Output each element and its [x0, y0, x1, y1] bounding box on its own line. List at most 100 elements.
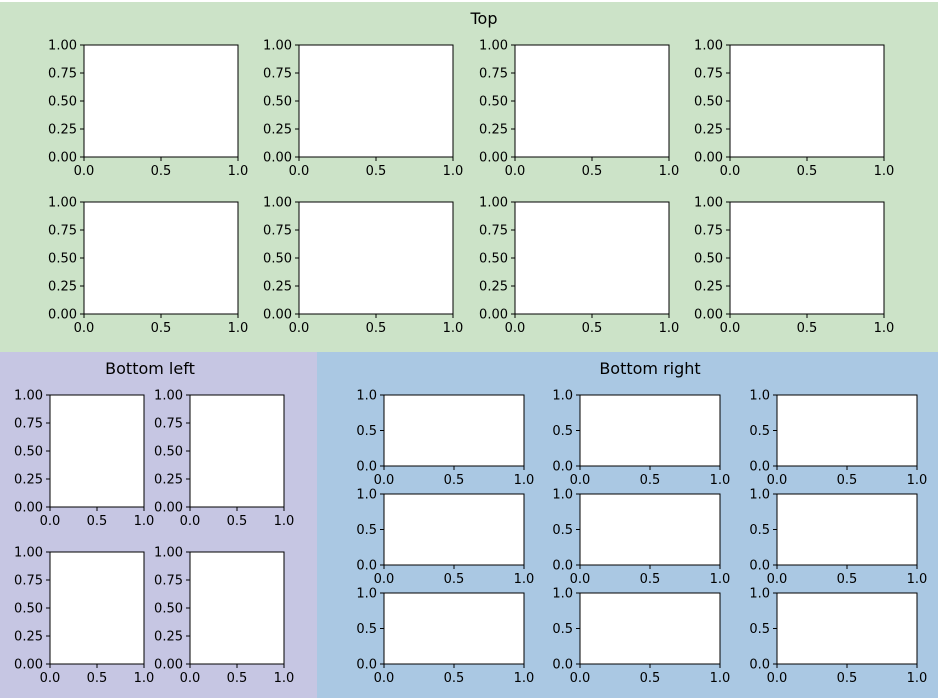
plot-area — [776, 493, 918, 566]
x-tick-label: 0.0 — [505, 164, 526, 179]
top-axes-r2-c1: 0.0 0.5 1.0 0.00 0.25 0.50 0.75 1.00 — [48, 196, 248, 337]
x-tick-label: 1.0 — [710, 572, 731, 587]
x-tick-label: 1.0 — [710, 473, 731, 488]
y-tick-label: 0.75 — [48, 67, 77, 82]
y-tick-label: 0.5 — [356, 622, 377, 637]
x-tick-label: 0.0 — [180, 671, 201, 686]
x-tick-label: 1.0 — [443, 321, 464, 336]
y-tick-label: 0.5 — [356, 424, 377, 439]
plot-area — [514, 201, 670, 315]
y-tick-label: 0.0 — [749, 460, 770, 475]
y-tick-label: 0.25 — [48, 123, 77, 138]
x-tick-label: 0.0 — [180, 514, 201, 529]
x-tick-label: 0.0 — [505, 321, 526, 336]
y-tick-label: 0.00 — [154, 658, 183, 673]
y-tick-label: 0.75 — [694, 224, 723, 239]
x-tick-label: 0.5 — [640, 473, 661, 488]
y-tick-label: 0.0 — [552, 460, 573, 475]
plot-area — [729, 201, 885, 315]
y-tick-label: 0.50 — [694, 252, 723, 267]
x-tick-label: 1.0 — [514, 473, 535, 488]
x-tick-label: 0.5 — [582, 164, 603, 179]
y-tick-label: 0.00 — [263, 308, 292, 323]
y-tick-label: 0.00 — [694, 308, 723, 323]
y-tick-label: 0.25 — [694, 280, 723, 295]
bottom-right-axes-r3-c3: 0.0 0.5 1.0 0.0 0.5 1.0 — [749, 587, 927, 687]
top-axes-r2-c4: 0.0 0.5 1.0 0.00 0.25 0.50 0.75 1.00 — [694, 196, 894, 337]
y-tick-label: 0.50 — [48, 95, 77, 110]
y-tick-label: 0.25 — [479, 280, 508, 295]
axes-layer: 0.0 0.5 1.00.000.250.500.751.000.0 0.5 1.00.… — [14, 39, 927, 687]
x-tick-label: 1.0 — [228, 321, 249, 336]
y-tick-label: 0.25 — [479, 123, 508, 138]
bottom-right-axes-r1-c1: 0.0 0.5 1.0 0.0 0.5 1.0 — [356, 389, 534, 489]
bottom-right-axes-r2-c2: 0.0 0.5 1.0 0.0 0.5 1.0 — [552, 488, 730, 588]
y-tick-label: 0.50 — [14, 602, 43, 617]
plot-area — [298, 44, 454, 158]
y-tick-label: 0.0 — [552, 559, 573, 574]
plot-area — [383, 493, 525, 566]
x-tick-label: 0.5 — [366, 321, 387, 336]
bottom-right-axes-r2-c3: 0.0 0.5 1.0 0.0 0.5 1.0 — [749, 488, 927, 588]
x-tick-label: 0.0 — [40, 671, 61, 686]
y-tick-label: 1.00 — [48, 39, 77, 54]
y-tick-label: 1.00 — [154, 389, 183, 404]
bottom-left-axes-r1-c1: 0.0 0.5 1.0 0.00 0.25 0.50 0.75 1.00 — [14, 389, 154, 530]
bottom-right-axes-r3-c1: 0.0 0.5 1.0 0.0 0.5 1.0 — [356, 587, 534, 687]
y-tick-label: 0.50 — [154, 602, 183, 617]
y-tick-label: 0.25 — [263, 123, 292, 138]
y-tick-label: 0.25 — [14, 630, 43, 645]
y-tick-label: 0.75 — [694, 67, 723, 82]
plot-area — [49, 394, 145, 508]
y-tick-label: 0.50 — [154, 445, 183, 460]
x-tick-label: 1.0 — [134, 514, 155, 529]
x-tick-label: 0.0 — [570, 671, 591, 686]
x-tick-label: 0.0 — [767, 572, 788, 587]
y-tick-label: 1.0 — [552, 488, 573, 503]
y-tick-label: 0.50 — [479, 95, 508, 110]
plot-area — [514, 44, 670, 158]
y-tick-label: 0.0 — [356, 559, 377, 574]
y-tick-label: 0.50 — [14, 445, 43, 460]
x-tick-label: 1.0 — [907, 671, 928, 686]
plot-area — [49, 551, 145, 665]
y-tick-label: 0.50 — [694, 95, 723, 110]
x-tick-label: 1.0 — [659, 321, 680, 336]
x-tick-label: 0.0 — [289, 164, 310, 179]
y-tick-label: 0.25 — [154, 473, 183, 488]
y-tick-label: 0.75 — [263, 224, 292, 239]
y-tick-label: 0.00 — [154, 501, 183, 516]
bottom-right-subfigure-title: Bottom right — [599, 359, 700, 378]
x-tick-label: 0.5 — [366, 164, 387, 179]
x-tick-label: 1.0 — [514, 671, 535, 686]
y-tick-label: 0.0 — [749, 559, 770, 574]
y-tick-label: 1.00 — [263, 39, 292, 54]
bottom-right-axes-r2-c1: 0.0 0.5 1.0 0.0 0.5 1.0 — [356, 488, 534, 588]
y-tick-label: 1.00 — [694, 39, 723, 54]
y-tick-label: 0.50 — [48, 252, 77, 267]
y-tick-label: 0.00 — [48, 151, 77, 166]
plot-area — [776, 394, 918, 467]
x-tick-label: 0.5 — [444, 473, 465, 488]
y-tick-label: 1.0 — [356, 389, 377, 404]
x-tick-label: 0.0 — [570, 473, 591, 488]
top-axes-r2-c2: 0.0 0.5 1.0 0.00 0.25 0.50 0.75 1.00 — [263, 196, 463, 337]
bottom-right-axes-r1-c2: 0.0 0.5 1.0 0.0 0.5 1.0 — [552, 389, 730, 489]
x-tick-label: 0.5 — [151, 164, 172, 179]
y-tick-label: 0.00 — [48, 308, 77, 323]
x-tick-label: 0.5 — [227, 514, 248, 529]
y-tick-label: 1.0 — [552, 389, 573, 404]
y-tick-label: 0.0 — [749, 658, 770, 673]
x-tick-label: 0.5 — [582, 321, 603, 336]
x-tick-label: 0.0 — [720, 164, 741, 179]
top-axes-r2-c3: 0.0 0.5 1.0 0.00 0.25 0.50 0.75 1.00 — [479, 196, 679, 337]
x-tick-label: 1.0 — [274, 671, 295, 686]
y-tick-label: 1.0 — [749, 587, 770, 602]
x-tick-label: 0.0 — [74, 321, 95, 336]
y-tick-label: 0.00 — [479, 308, 508, 323]
x-tick-label: 1.0 — [907, 572, 928, 587]
x-tick-label: 0.5 — [837, 572, 858, 587]
x-tick-label: 0.5 — [87, 671, 108, 686]
top-axes-r1-c1: 0.0 0.5 1.0 0.00 0.25 0.50 0.75 1.00 — [48, 39, 248, 180]
x-tick-label: 0.5 — [640, 671, 661, 686]
